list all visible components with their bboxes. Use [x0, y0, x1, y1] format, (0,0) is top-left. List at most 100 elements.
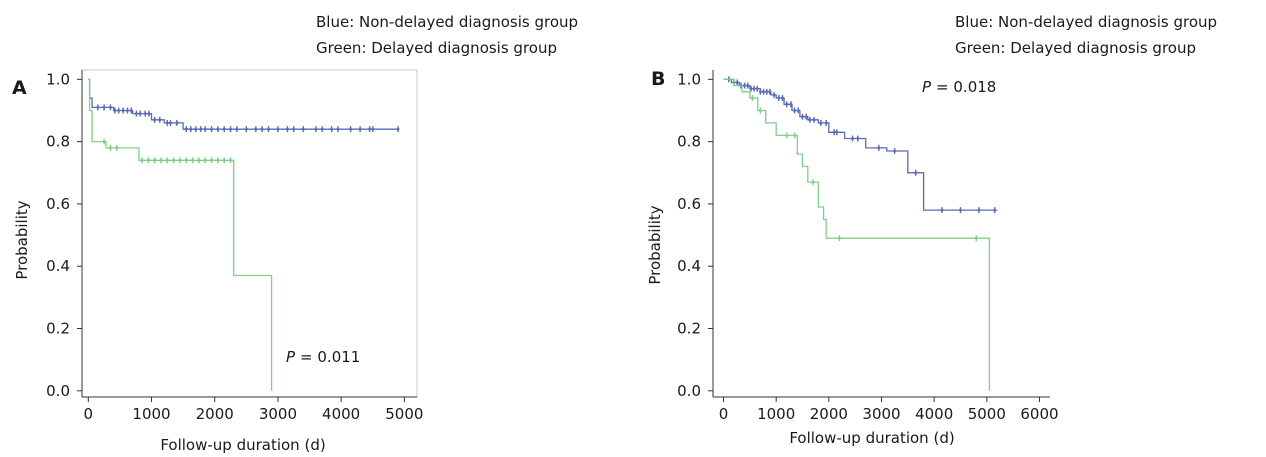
censor-dot-blue — [286, 127, 289, 131]
censor-dot-green — [178, 158, 182, 162]
censor-dot-green — [159, 158, 163, 162]
censor-dot-green — [751, 96, 754, 100]
censor-dot-green — [197, 158, 201, 162]
censor-dot-blue — [851, 137, 854, 140]
x-tick-label: 2000 — [810, 405, 848, 423]
y-tick-label: 1.0 — [46, 70, 70, 88]
y-tick-label: 0.6 — [677, 195, 701, 213]
x-tick-label: 4000 — [322, 405, 360, 423]
censor-dot-blue — [330, 127, 334, 131]
km-curve-green — [88, 78, 273, 391]
censor-dot-blue — [199, 127, 203, 131]
censor-dot-blue — [229, 127, 232, 131]
censor-dot-green — [216, 158, 220, 162]
censor-dot-blue — [801, 115, 804, 119]
x-tick-label: 3000 — [862, 405, 900, 423]
x-axis-label-a: Follow-up duration (d) — [160, 436, 325, 454]
censor-dot-blue — [772, 93, 776, 97]
censor-dot-green — [165, 158, 169, 162]
censor-dot-blue — [755, 87, 759, 91]
km-curve-blue — [88, 78, 400, 130]
censor-dot-blue — [824, 121, 828, 125]
censor-dot-blue — [158, 118, 162, 122]
y-tick-label: 0.6 — [46, 195, 70, 213]
censor-dot-blue — [320, 127, 324, 131]
censor-dot-blue — [358, 127, 362, 131]
censor-dot-blue — [796, 109, 800, 112]
y-tick-label: 0.2 — [677, 319, 701, 337]
censor-dot-blue — [765, 90, 769, 94]
censor-dot-blue — [832, 130, 836, 134]
censor-dot-blue — [371, 127, 375, 131]
censor-dot-blue — [301, 127, 305, 131]
censor-dot-green — [115, 146, 119, 150]
panel-label-b: B — [651, 68, 665, 90]
censor-dot-blue — [109, 105, 112, 109]
censor-dot-green — [758, 109, 762, 112]
legend-blue-a: Blue: Non-delayed diagnosis group — [316, 13, 578, 31]
legend-blue-b: Blue: Non-delayed diagnosis group — [955, 13, 1217, 31]
censor-dot-blue — [808, 118, 812, 122]
censor-dot-green — [785, 134, 789, 137]
y-tick-label: 0.0 — [677, 382, 701, 400]
censor-dot-blue — [153, 118, 157, 122]
censor-dot-green — [222, 158, 226, 162]
svg-text:P= 0.018: P = 0.018 — [922, 78, 996, 96]
censor-dot-green — [184, 158, 188, 162]
censor-dot-blue — [959, 208, 962, 212]
censor-dot-green — [811, 180, 815, 184]
censor-dot-blue — [147, 112, 151, 115]
censor-dot-blue — [235, 127, 239, 131]
censor-dot-blue — [117, 109, 121, 112]
y-axis-label-a: Probability — [13, 200, 31, 279]
censor-dot-blue — [96, 105, 100, 109]
x-tick-label: 0 — [719, 405, 729, 423]
censor-dot-blue — [396, 127, 400, 131]
censor-dot-blue — [222, 127, 226, 131]
censor-dot-blue — [793, 109, 797, 112]
p-value-b: P = 0.018 — [922, 78, 996, 96]
censor-dot-blue — [175, 121, 179, 125]
censor-dot-blue — [785, 102, 789, 106]
censor-dot-blue — [835, 130, 839, 134]
censor-dot-blue — [856, 137, 860, 140]
censor-dot-blue — [735, 81, 739, 84]
censor-dot-blue — [777, 96, 781, 100]
censor-dot-blue — [126, 109, 129, 112]
legend-green-b: Green: Delayed diagnosis group — [955, 39, 1196, 57]
censor-dot-blue — [254, 127, 258, 131]
x-tick-label: 6000 — [1020, 405, 1058, 423]
censor-dot-blue — [129, 109, 133, 112]
censor-dot-blue — [143, 112, 147, 115]
km-plot-a: 0.0 0.2 0.4 0.6 0.8 1.0 0 1000 2000 3000 4000 5000 — [46, 69, 423, 423]
censor-dot-blue — [210, 127, 213, 131]
censor-dot-green — [146, 158, 150, 162]
censor-dot-blue — [184, 127, 188, 131]
svg-text:P= 0.011: P = 0.011 — [286, 348, 360, 366]
censor-dot-green — [172, 158, 176, 162]
censor-dot-green — [229, 158, 232, 162]
censor-dot-green — [203, 158, 207, 162]
y-tick-label: 0.8 — [677, 133, 701, 151]
censor-dot-blue — [216, 127, 220, 131]
x-tick-label: 5000 — [968, 405, 1006, 423]
y-tick-label: 0.0 — [46, 382, 70, 400]
censor-dot-blue — [781, 96, 784, 100]
x-tick-label: 5000 — [385, 405, 423, 423]
km-curve-green — [723, 78, 991, 391]
x-tick-label: 2000 — [196, 405, 234, 423]
plot-frame — [81, 69, 418, 398]
x-tick-label: 3000 — [259, 405, 297, 423]
censor-dot-blue — [165, 121, 169, 125]
censor-dot-blue — [203, 127, 207, 131]
censor-dot-green — [191, 158, 195, 162]
y-tick-label: 0.8 — [46, 133, 70, 151]
censor-dot-blue — [993, 208, 997, 212]
y-axis-label-b: Probability — [646, 205, 664, 284]
censor-dot-blue — [292, 127, 296, 131]
y-tick-label: 0.4 — [46, 257, 70, 275]
censor-dot-blue — [349, 127, 353, 131]
censor-dot-green — [153, 158, 157, 162]
km-plot-b: 0.0 0.2 0.4 0.6 0.8 1.0 0 1000 2000 3000 4000 5000 6… — [677, 70, 1059, 423]
